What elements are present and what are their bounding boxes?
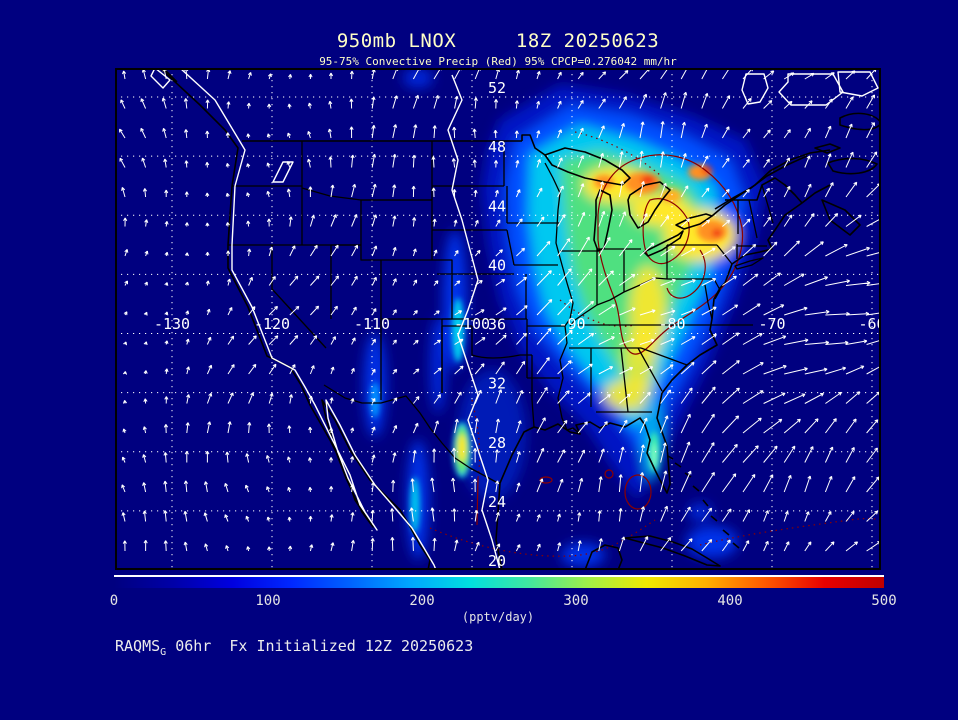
plot-subtitle: 95-75% Convective Precip (Red) 95% CPCP=… <box>319 55 677 68</box>
lon-tick-label: -130 <box>154 315 190 333</box>
lon-tick-label: -90 <box>558 315 585 333</box>
model-subscript: G <box>160 647 167 658</box>
lat-tick-label: 40 <box>488 256 506 274</box>
lon-tick-label: -80 <box>658 315 685 333</box>
map-plot-area: 52 48 44 40 36 32 28 24 20 -130 -120 -110 -100 -90 -80… <box>115 68 881 570</box>
lat-tick-label: 52 <box>488 79 506 97</box>
lon-tick-label: -100 <box>454 315 490 333</box>
lon-tick-label: -70 <box>758 315 785 333</box>
colorbar-tick-label: 100 <box>255 593 281 609</box>
lon-tick-label: -120 <box>254 315 290 333</box>
lon-tick-label: -60 <box>858 315 879 333</box>
wind-vectors <box>119 70 879 552</box>
colorbar <box>114 575 884 588</box>
footer-text: 06hr Fx Initialized 12Z 20250623 <box>166 637 474 655</box>
lon-tick-label: -110 <box>354 315 390 333</box>
lat-tick-label: 32 <box>488 375 506 393</box>
lat-tick-label: 36 <box>488 316 506 334</box>
convective-precip-contours <box>429 131 879 557</box>
colorbar-tick-label: 0 <box>109 593 119 609</box>
map-canvas: 52 48 44 40 36 32 28 24 20 -130 -120 -110 -100 -90 -80… <box>117 70 879 568</box>
latlon-tick-labels: 52 48 44 40 36 32 28 24 20 -130 -120 -110 -100 -90 -80… <box>154 79 879 568</box>
lat-tick-label: 44 <box>488 197 506 215</box>
colorbar-units-label: (pptv/day) <box>461 610 535 624</box>
colorbar-tick-label: 500 <box>871 593 897 609</box>
lat-tick-label: 20 <box>488 552 506 568</box>
page-title: 950mb LNOX 18Z 20250623 <box>336 30 660 52</box>
coarse-model-coastline <box>150 70 879 568</box>
wind-vector-field <box>119 70 879 552</box>
lat-tick-label: 24 <box>488 493 506 511</box>
model-name: RAQMS <box>115 637 161 655</box>
model-run-footer: RAQMSG 06hr Fx Initialized 12Z 20250623 <box>115 637 473 658</box>
lat-tick-label: 48 <box>488 138 506 156</box>
colorbar-tick-label: 200 <box>409 593 435 609</box>
colorbar-tick-label: 300 <box>563 593 589 609</box>
colorbar-tick-label: 400 <box>717 593 743 609</box>
lat-tick-label: 28 <box>488 434 506 452</box>
